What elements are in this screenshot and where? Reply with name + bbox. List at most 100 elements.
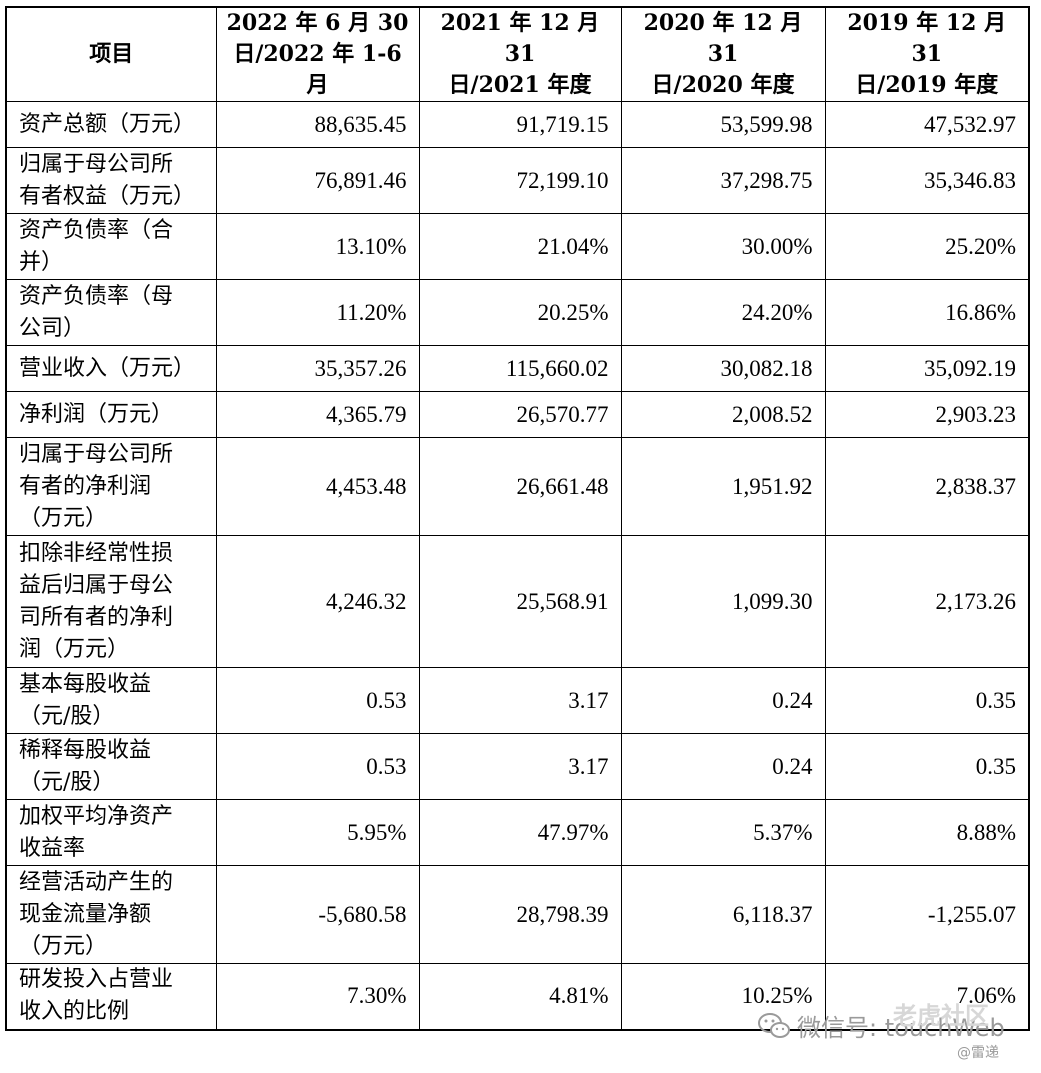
watermark-brand: 老虎社区 bbox=[893, 1002, 989, 1030]
row-label-line: 收益率 bbox=[19, 835, 86, 861]
cell-value: 76,891.46 bbox=[215, 147, 420, 214]
cell-value: 0.35 bbox=[824, 667, 1030, 734]
header-period: 2019 年 12 月 31 日/2019 年度 bbox=[824, 6, 1030, 102]
row-label: 加权平均净资产 收益率 bbox=[5, 799, 217, 866]
row-label: 归属于母公司所 有者的净利润 （万元） bbox=[5, 437, 217, 536]
cell-value: 11.20% bbox=[215, 279, 420, 346]
row-label: 稀释每股收益 （元/股） bbox=[5, 733, 217, 800]
cell-value: 28,798.39 bbox=[418, 865, 622, 964]
watermark: 微信号: touchWeb 老虎社区 @雷递 bbox=[757, 1002, 1037, 1068]
row-label-line: 收入的比例 bbox=[19, 999, 130, 1025]
watermark-text: 微信号: touchWeb bbox=[797, 1014, 1005, 1042]
wechat-icon bbox=[758, 1012, 790, 1038]
cell-value: 53,599.98 bbox=[620, 101, 826, 148]
cell-value: 24.20% bbox=[620, 279, 826, 346]
cell-value: 72,199.10 bbox=[418, 147, 622, 214]
table-row: 研发投入占营业 收入的比例 7.30% 4.81% 10.25% 7.06% bbox=[5, 963, 1030, 1030]
row-label-line: 资产负债率（合 bbox=[19, 217, 174, 243]
cell-value: 30,082.18 bbox=[620, 345, 826, 392]
table-row: 净利润（万元） 4,365.79 26,570.77 2,008.52 2,903.23 bbox=[5, 391, 1030, 438]
table-row: 归属于母公司所 有者权益（万元） 76,891.46 72,199.10 37,298.… bbox=[5, 147, 1030, 214]
header-line: 日/2021 年度 bbox=[448, 72, 592, 98]
row-label: 营业收入（万元） bbox=[5, 345, 217, 392]
cell-value: 13.10% bbox=[215, 213, 420, 280]
header-line: 2021 年 12 月 31 bbox=[440, 10, 600, 67]
row-label-line: （万元） bbox=[19, 505, 108, 531]
row-label-line: 资产总额（万元） bbox=[19, 111, 196, 137]
row-label-line: 基本每股收益 bbox=[19, 671, 152, 697]
row-label: 归属于母公司所 有者权益（万元） bbox=[5, 147, 217, 214]
row-label-line: 有者权益（万元） bbox=[19, 183, 196, 209]
cell-value: 4,453.48 bbox=[215, 437, 420, 536]
row-label-line: 公司） bbox=[19, 315, 86, 341]
table-row: 资产总额（万元） 88,635.45 91,719.15 53,599.98 47,53… bbox=[5, 101, 1030, 148]
row-label: 资产总额（万元） bbox=[5, 101, 217, 148]
cell-value: 35,346.83 bbox=[824, 147, 1030, 214]
cell-value: 25.20% bbox=[824, 213, 1030, 280]
header-period: 2021 年 12 月 31 日/2021 年度 bbox=[418, 6, 622, 102]
cell-value: 0.24 bbox=[620, 667, 826, 734]
table-row: 扣除非经常性损 益后归属于母公 司所有者的净利 润（万元） 4,246.32 25,568… bbox=[5, 535, 1030, 668]
watermark-sub: @雷递 bbox=[957, 1045, 999, 1061]
cell-value: -1,255.07 bbox=[824, 865, 1030, 964]
row-label-line: 扣除非经常性损 bbox=[19, 540, 174, 566]
cell-value: 4,246.32 bbox=[215, 535, 420, 668]
cell-value: 88,635.45 bbox=[215, 101, 420, 148]
header-line: 2022 年 6 月 30 bbox=[226, 10, 409, 36]
cell-value: 0.35 bbox=[824, 733, 1030, 800]
row-label-line: 现金流量净额 bbox=[19, 901, 152, 927]
cell-value: 2,008.52 bbox=[620, 391, 826, 438]
cell-value: 25,568.91 bbox=[418, 535, 622, 668]
row-label-line: 资产负债率（母 bbox=[19, 283, 174, 309]
cell-value: 3.17 bbox=[418, 667, 622, 734]
header-line: 日/2022 年 1-6 月 bbox=[233, 41, 402, 98]
cell-value: 2,903.23 bbox=[824, 391, 1030, 438]
cell-value: 115,660.02 bbox=[418, 345, 622, 392]
row-label: 基本每股收益 （元/股） bbox=[5, 667, 217, 734]
cell-value: 37,298.75 bbox=[620, 147, 826, 214]
row-label-line: （元/股） bbox=[19, 769, 115, 795]
header-line: 2019 年 12 月 31 bbox=[847, 10, 1007, 67]
row-label-line: （元/股） bbox=[19, 703, 115, 729]
cell-value: 21.04% bbox=[418, 213, 622, 280]
row-label-line: 稀释每股收益 bbox=[19, 737, 152, 763]
row-label-line: 归属于母公司所 bbox=[19, 441, 174, 467]
row-label: 扣除非经常性损 益后归属于母公 司所有者的净利 润（万元） bbox=[5, 535, 217, 668]
cell-value: 4,365.79 bbox=[215, 391, 420, 438]
row-label-line: 净利润（万元） bbox=[19, 401, 174, 427]
header-period: 2022 年 6 月 30 日/2022 年 1-6 月 bbox=[215, 6, 420, 102]
cell-value: 47,532.97 bbox=[824, 101, 1030, 148]
cell-value: 1,099.30 bbox=[620, 535, 826, 668]
row-label-line: 研发投入占营业 bbox=[19, 967, 174, 993]
row-label: 研发投入占营业 收入的比例 bbox=[5, 963, 217, 1030]
row-label: 净利润（万元） bbox=[5, 391, 217, 438]
row-label-line: 有者的净利润 bbox=[19, 473, 152, 499]
cell-value: 0.24 bbox=[620, 733, 826, 800]
cell-value: 4.81% bbox=[418, 963, 622, 1030]
cell-value: 35,357.26 bbox=[215, 345, 420, 392]
cell-value: 3.17 bbox=[418, 733, 622, 800]
table-row: 经营活动产生的 现金流量净额 （万元） -5,680.58 28,798.39 6,118… bbox=[5, 865, 1030, 964]
cell-value: 6,118.37 bbox=[620, 865, 826, 964]
cell-value: 7.06% bbox=[824, 963, 1030, 1030]
header-line: 日/2019 年度 bbox=[855, 72, 999, 98]
cell-value: 16.86% bbox=[824, 279, 1030, 346]
header-line: 项目 bbox=[89, 41, 134, 67]
cell-value: 30.00% bbox=[620, 213, 826, 280]
table-row: 资产负债率（母 公司） 11.20% 20.25% 24.20% 16.86% bbox=[5, 279, 1030, 346]
header-row: 项目 2022 年 6 月 30 日/2022 年 1-6 月 2021 年 12 月… bbox=[5, 6, 1030, 102]
cell-value: 20.25% bbox=[418, 279, 622, 346]
cell-value: 91,719.15 bbox=[418, 101, 622, 148]
row-label-line: 营业收入（万元） bbox=[19, 355, 196, 381]
row-label: 资产负债率（合 并） bbox=[5, 213, 217, 280]
cell-value: 26,570.77 bbox=[418, 391, 622, 438]
row-label-line: 经营活动产生的 bbox=[19, 869, 174, 895]
cell-value: 5.95% bbox=[215, 799, 420, 866]
cell-value: 0.53 bbox=[215, 733, 420, 800]
row-label-line: 益后归属于母公 bbox=[19, 572, 174, 598]
cell-value: 47.97% bbox=[418, 799, 622, 866]
table-row: 加权平均净资产 收益率 5.95% 47.97% 5.37% 8.88% bbox=[5, 799, 1030, 866]
cell-value: 5.37% bbox=[620, 799, 826, 866]
row-label-line: 并） bbox=[19, 249, 64, 275]
cell-value: 35,092.19 bbox=[824, 345, 1030, 392]
